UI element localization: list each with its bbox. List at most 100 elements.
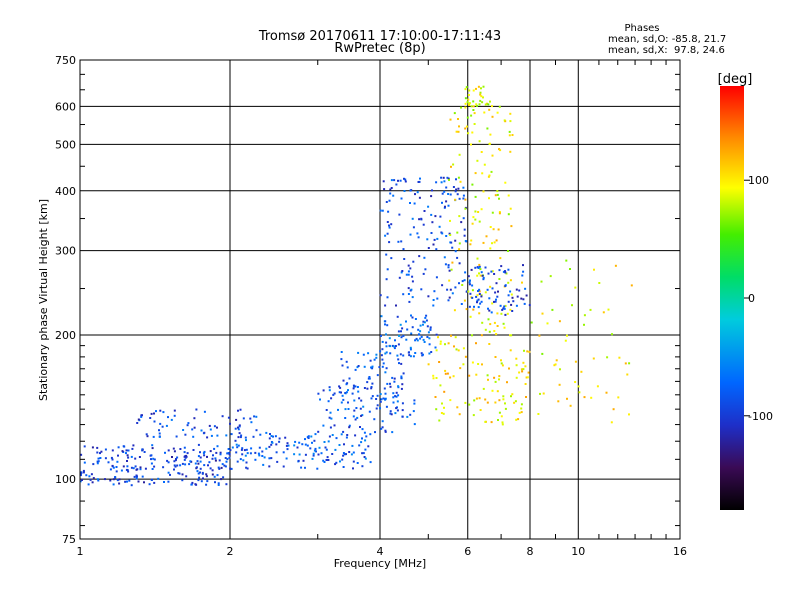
- data-point: [456, 406, 459, 409]
- data-point: [137, 480, 140, 483]
- data-point: [114, 476, 117, 479]
- data-point: [384, 398, 387, 401]
- data-point: [541, 312, 544, 315]
- data-point: [374, 431, 376, 434]
- data-point: [209, 450, 212, 453]
- data-point: [450, 334, 452, 337]
- data-point: [446, 176, 449, 179]
- data-point: [150, 458, 152, 461]
- colorbar-label: [deg]: [718, 72, 753, 87]
- data-point: [181, 479, 184, 482]
- data-point: [127, 470, 130, 473]
- data-point: [401, 409, 404, 412]
- data-point: [393, 380, 396, 383]
- data-point: [424, 268, 427, 271]
- data-point: [197, 443, 200, 446]
- data-point: [265, 431, 268, 434]
- data-point: [463, 279, 466, 282]
- data-point: [268, 437, 271, 440]
- data-point: [528, 350, 531, 353]
- data-point: [342, 379, 345, 382]
- data-point: [346, 434, 349, 436]
- data-point: [135, 475, 138, 478]
- data-point: [405, 320, 407, 323]
- data-point: [116, 479, 119, 482]
- data-point: [449, 399, 452, 402]
- data-point: [468, 403, 471, 406]
- data-point: [520, 407, 523, 410]
- data-point: [398, 213, 401, 216]
- data-point: [145, 433, 148, 436]
- data-point: [476, 294, 479, 297]
- data-point: [278, 437, 281, 440]
- data-point: [419, 330, 422, 333]
- data-point: [498, 197, 500, 200]
- data-point: [148, 483, 151, 486]
- data-point: [381, 365, 384, 368]
- data-point: [482, 278, 485, 281]
- data-point: [317, 453, 320, 456]
- data-point: [504, 313, 507, 316]
- data-point: [296, 446, 299, 449]
- data-point: [502, 307, 505, 310]
- data-point: [429, 328, 432, 331]
- data-point: [410, 288, 413, 291]
- data-point: [171, 456, 173, 458]
- data-point: [241, 453, 244, 456]
- data-point: [454, 198, 457, 201]
- data-point: [458, 248, 461, 251]
- data-point: [176, 464, 179, 467]
- data-point: [414, 318, 417, 320]
- data-point: [345, 360, 348, 363]
- data-point: [524, 383, 527, 385]
- data-point: [493, 376, 496, 379]
- data-point: [490, 270, 493, 273]
- data-point: [213, 475, 216, 478]
- data-point: [470, 239, 473, 242]
- data-point: [203, 450, 206, 453]
- data-point: [197, 472, 200, 475]
- data-point: [328, 416, 331, 419]
- data-point: [381, 358, 384, 361]
- data-point: [440, 412, 443, 414]
- data-point: [96, 462, 99, 465]
- data-point: [446, 372, 449, 375]
- data-point: [339, 460, 341, 463]
- data-point: [478, 312, 481, 315]
- data-point: [210, 434, 213, 437]
- data-point: [133, 475, 136, 478]
- data-point: [521, 274, 524, 277]
- data-point: [566, 334, 568, 337]
- data-point: [478, 263, 481, 266]
- data-point: [325, 459, 328, 461]
- data-point: [443, 390, 446, 393]
- data-point: [480, 95, 483, 98]
- data-point: [483, 163, 486, 166]
- data-point: [415, 337, 418, 340]
- data-point: [318, 446, 321, 449]
- data-point: [184, 456, 187, 459]
- data-point: [392, 396, 395, 399]
- data-point: [400, 376, 403, 379]
- x-tick-label: 10: [571, 545, 585, 558]
- data-point: [524, 365, 527, 368]
- data-point: [537, 413, 540, 415]
- data-point: [419, 177, 421, 180]
- data-point: [384, 429, 387, 432]
- data-point: [498, 212, 501, 215]
- data-point: [477, 85, 480, 88]
- data-point: [515, 304, 518, 307]
- data-point: [490, 170, 493, 173]
- data-point: [357, 351, 360, 354]
- data-point: [520, 411, 523, 414]
- data-point: [464, 106, 467, 109]
- data-point: [466, 101, 469, 103]
- data-point: [185, 454, 187, 457]
- data-point: [496, 312, 499, 315]
- data-point: [481, 363, 483, 366]
- data-point: [420, 288, 423, 291]
- data-point: [167, 471, 170, 474]
- data-point: [225, 483, 228, 486]
- data-point: [509, 279, 512, 282]
